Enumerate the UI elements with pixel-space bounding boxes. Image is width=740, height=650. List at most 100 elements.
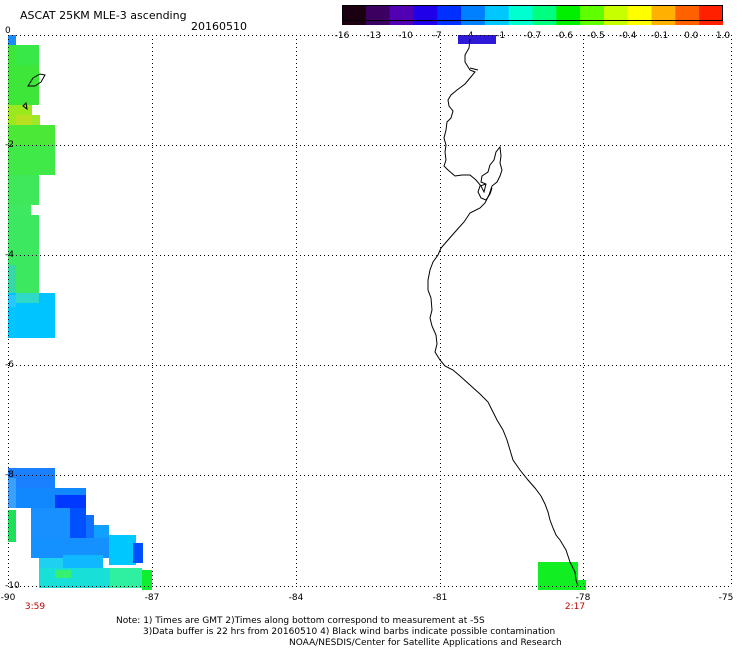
- colorbar-swatch: [425, 5, 432, 25]
- time-label-right: 2:17: [564, 602, 586, 612]
- note-line-3: NOAA/NESDIS/Center for Satellite Applica…: [289, 638, 562, 648]
- colorbar-swatch: [580, 5, 587, 25]
- colorbar-swatch: [449, 5, 456, 25]
- island-outline: [27, 73, 46, 87]
- colorbar-swatch: [490, 5, 498, 25]
- wind-cell: [16, 293, 39, 303]
- colorbar-border: [342, 5, 723, 21]
- x-axis-label: -84: [288, 593, 304, 603]
- note-line-1: Note: 1) Times are GMT 2)Times along bot…: [116, 616, 485, 626]
- wind-cell: [110, 568, 142, 588]
- colorbar-swatch: [687, 5, 694, 25]
- wind-cell: [8, 205, 31, 215]
- colorbar-swatch: [705, 5, 712, 25]
- colorbar-swatch: [437, 5, 444, 25]
- x-axis-label: -81: [432, 593, 448, 603]
- y-axis-label: -2: [5, 140, 14, 150]
- colorbar-swatch: [461, 5, 468, 25]
- colorbar-swatch: [353, 5, 361, 25]
- colorbar-tick-label: -0.1: [650, 31, 669, 41]
- wind-cell: [32, 115, 40, 125]
- colorbar-swatch: [586, 5, 593, 25]
- colorbar-swatch: [383, 5, 391, 25]
- colorbar-swatch: [681, 5, 688, 25]
- wind-cell: [133, 543, 143, 563]
- colorbar-swatch: [645, 5, 653, 25]
- colorbar-swatch: [562, 5, 569, 25]
- colorbar-swatch: [651, 5, 659, 25]
- colorbar-tick-label: -13: [366, 31, 382, 41]
- y-axis-label: -4: [5, 250, 14, 260]
- wind-cell: [8, 175, 39, 205]
- y-axis-label: 0: [5, 26, 11, 36]
- colorbar-swatch: [389, 5, 397, 25]
- colorbar-swatch: [419, 5, 426, 25]
- colorbar-swatch: [544, 5, 551, 25]
- colorbar-swatch: [592, 5, 599, 25]
- colorbar-swatch: [532, 5, 540, 25]
- coastline-bay: [477, 183, 493, 201]
- colorbar-swatch: [609, 5, 617, 25]
- colorbar-swatch: [359, 5, 367, 25]
- colorbar-swatch: [574, 5, 581, 25]
- colorbar-swatch: [455, 5, 462, 25]
- x-axis-label: -78: [575, 593, 591, 603]
- colorbar-swatch: [621, 5, 629, 25]
- wind-cell: [575, 580, 586, 590]
- wind-cell: [55, 570, 71, 578]
- colorbar-swatch: [496, 5, 504, 25]
- colorbar-swatch: [663, 5, 671, 25]
- wind-cell: [458, 35, 496, 44]
- wind-cell: [63, 555, 103, 570]
- y-axis-label: -6: [5, 360, 14, 370]
- colorbar-swatch: [568, 5, 575, 25]
- wind-cell: [39, 568, 110, 588]
- coastline: [427, 38, 579, 587]
- colorbar-swatch: [472, 5, 480, 25]
- colorbar-tick-label: -10: [398, 31, 413, 41]
- colorbar-swatch: [365, 5, 373, 25]
- colorbar-tick-label: -7: [432, 31, 442, 41]
- colorbar-swatch: [657, 5, 665, 25]
- colorbar-swatch: [395, 5, 403, 25]
- wind-cell: [16, 45, 39, 65]
- island-outline: [22, 101, 28, 111]
- wind-cell: [8, 295, 16, 307]
- wind-cell: [142, 570, 152, 590]
- colorbar-tick-label: 0.0: [684, 31, 699, 41]
- note-line-2: 3)Data buffer is 22 hrs from 20160510 4)…: [143, 627, 556, 637]
- wind-cell: [86, 515, 94, 545]
- colorbar-swatch: [401, 5, 409, 25]
- colorbar-swatch: [693, 5, 700, 25]
- colorbar-swatch: [347, 5, 355, 25]
- colorbar-swatch: [520, 5, 528, 25]
- wind-cell: [8, 125, 55, 145]
- wind-cell: [16, 115, 32, 125]
- map-plot: [8, 35, 732, 590]
- colorbar-tick-label: -0.4: [618, 31, 637, 41]
- colorbar-swatch: [371, 5, 379, 25]
- colorbar-swatch: [526, 5, 534, 25]
- colorbar-swatch: [699, 5, 706, 25]
- colorbar-swatch: [508, 5, 516, 25]
- colorbar-swatch: [675, 5, 682, 25]
- colorbar-swatch: [717, 5, 724, 25]
- colorbar-swatch: [627, 5, 635, 25]
- colorbar-swatch: [413, 5, 420, 25]
- colorbar-gradient: [342, 5, 724, 25]
- wind-cell: [8, 265, 16, 295]
- y-axis-label: -10: [5, 581, 20, 591]
- colorbar-swatch: [443, 5, 450, 25]
- wind-cell: [109, 535, 136, 565]
- x-axis-label: -90: [0, 593, 16, 603]
- colorbar-swatch: [615, 5, 623, 25]
- x-axis-label: -87: [144, 593, 160, 603]
- colorbar-swatch: [550, 5, 557, 25]
- colorbar-swatch: [431, 5, 438, 25]
- map-date: 20160510: [191, 20, 247, 33]
- coastline-detail: [469, 67, 479, 71]
- colorbar-swatch: [538, 5, 545, 25]
- colorbar-tick-label: -16: [334, 31, 350, 41]
- wind-cell: [538, 562, 578, 590]
- colorbar-swatch: [669, 5, 676, 25]
